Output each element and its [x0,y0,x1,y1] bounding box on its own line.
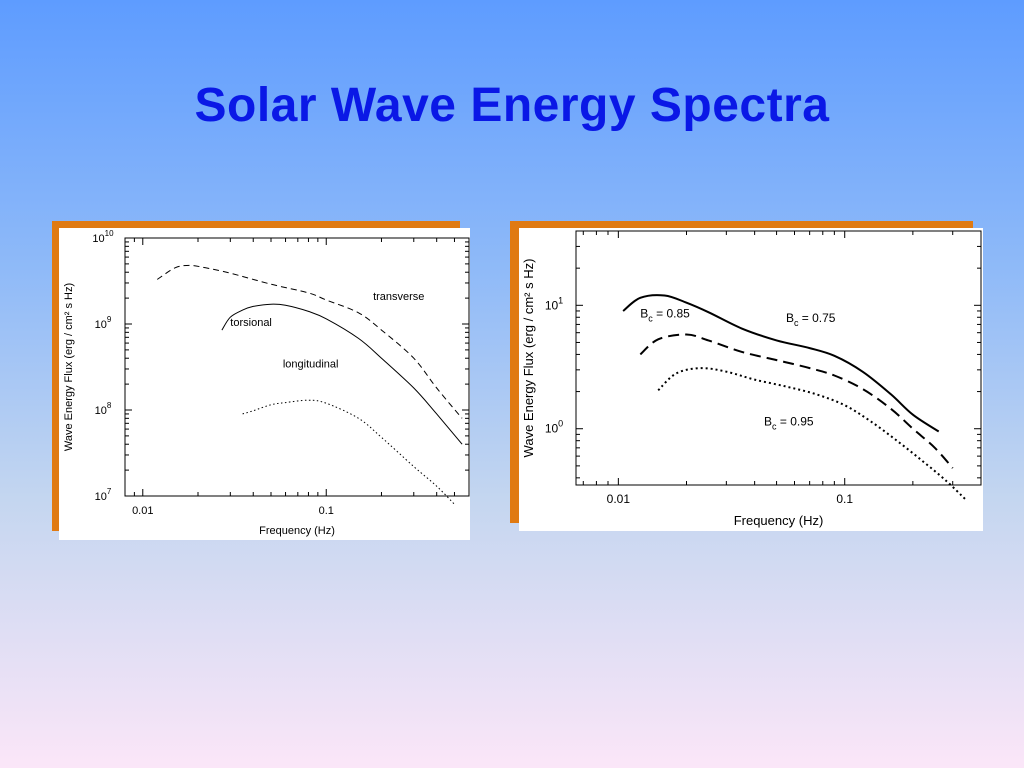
x-tick-label-0-01: 0.01 [132,505,153,517]
x-tick-label-0-1: 0.1 [319,505,334,517]
series-label-value: = 0.85 [653,306,690,320]
chart-panel-left: 0.01 0.1 107 108 109 1010 Frequency (Hz) Wave E… [59,228,470,540]
series-label-subscript: c [648,313,653,323]
y-tick-label-10: 1010 [92,229,114,245]
series-line-transverse [157,264,463,419]
y-tick-label-7: 107 [95,487,112,503]
series-label-transverse: transverse [373,291,424,303]
series-label-subscript: c [772,422,777,432]
series-line-b-c-0-85 [639,333,954,469]
y-tick-label-0: 100 [545,419,563,436]
series-line-b-c-0-75 [622,294,940,433]
series-label-torsional: torsional [230,317,272,329]
y-tick-exponent: 9 [107,315,112,324]
y-axis-label: Wave Energy Flux (erg / cm² s Hz) [521,259,536,458]
series-line-longitudinal [242,399,455,505]
series-label-b-c-0-85: Bc = 0.85 [640,306,690,323]
series-label-value: = 0.75 [798,311,835,325]
x-tick-label-0-1: 0.1 [836,492,853,506]
series-label-b-c-0-75: Bc = 0.75 [786,311,836,328]
x-axis-label: Frequency (Hz) [734,513,824,528]
chart-wave-energy-bc: 0.01 0.1 100 101 Frequency (Hz) Wave Energy F… [521,230,982,528]
plot-frame [575,230,982,486]
series-label-b-c-0-95: Bc = 0.95 [764,415,814,432]
chart-panel-right: 0.01 0.1 100 101 Frequency (Hz) Wave Energy F… [519,228,983,531]
y-tick-exponent: 7 [107,487,112,496]
series-label-value: = 0.95 [777,415,814,429]
series-line-torsional [221,303,463,445]
x-axis-label: Frequency (Hz) [259,525,335,537]
y-tick-exponent: 1 [558,295,563,305]
y-tick-label-8: 108 [95,401,112,417]
y-tick-exponent: 0 [558,419,563,429]
y-tick-label-9: 109 [95,315,112,331]
plot-frame [124,237,470,497]
slide-title: Solar Wave Energy Spectra [194,79,830,132]
series-label-subscript: c [794,318,799,328]
series-label-longitudinal: longitudinal [283,359,339,371]
y-tick-exponent: 10 [105,229,114,238]
y-tick-exponent: 8 [107,401,112,410]
y-tick-label-1: 101 [545,295,563,312]
y-axis-label: Wave Energy Flux (erg / cm² s Hz) [63,283,75,451]
x-tick-label-0-01: 0.01 [607,492,631,506]
